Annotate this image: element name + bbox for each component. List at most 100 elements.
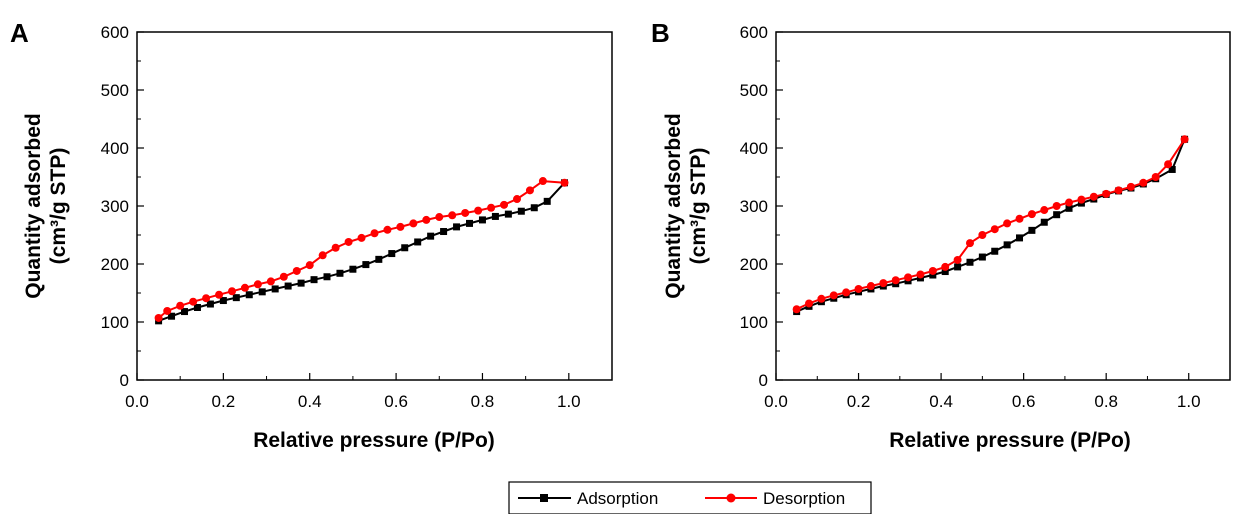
- x-tick-label: 0.0: [764, 392, 788, 411]
- y-axis-unit-a: (cm³/g STP): [47, 148, 70, 265]
- point-adsorption: [271, 285, 279, 293]
- x-tick-label: 1.0: [557, 392, 581, 411]
- point-desorption: [904, 273, 913, 282]
- point-desorption: [513, 195, 521, 204]
- point-desorption: [792, 305, 801, 314]
- y-tick-label: 500: [101, 81, 129, 100]
- y-tick-label: 600: [740, 23, 768, 42]
- point-desorption: [1077, 195, 1086, 204]
- point-adsorption: [1028, 226, 1036, 234]
- point-adsorption: [453, 223, 461, 231]
- point-desorption: [461, 208, 470, 217]
- y-axis-title-a: Quantity adsorbed: [22, 113, 45, 299]
- y-tick-label: 0: [120, 371, 129, 390]
- point-adsorption: [232, 294, 240, 302]
- point-adsorption: [310, 276, 318, 284]
- point-adsorption: [517, 207, 525, 215]
- point-desorption: [1114, 186, 1123, 195]
- point-adsorption: [1016, 234, 1024, 242]
- point-desorption: [396, 222, 405, 231]
- axes-b: 0.0 0.2 0.4 0.6 0.8 1.0 0 100 200 300 400 500 600: [740, 23, 1201, 411]
- point-desorption: [1180, 135, 1189, 144]
- point-adsorption: [414, 238, 422, 246]
- point-desorption: [891, 276, 900, 285]
- point-desorption: [266, 277, 275, 286]
- panel-label-a: A: [10, 18, 29, 48]
- point-desorption: [978, 231, 987, 239]
- point-desorption: [500, 200, 509, 209]
- plot-area-b: [775, 31, 1231, 381]
- point-desorption: [331, 243, 340, 252]
- point-adsorption: [929, 271, 937, 279]
- legend: Adsorption Desorption: [508, 481, 872, 514]
- point-desorption: [965, 239, 974, 248]
- series-line-adsorption-b: [796, 138, 1186, 313]
- point-adsorption: [388, 250, 396, 258]
- x-tick-label: 0.6: [384, 392, 408, 411]
- point-adsorption: [1168, 165, 1176, 173]
- y-axis-title-b: Quantity adsorbed: [662, 113, 685, 299]
- y-tick-label: 400: [101, 139, 129, 158]
- point-adsorption: [440, 228, 448, 236]
- point-desorption: [805, 299, 814, 308]
- x-axis-title-b: Relative pressure (P/Po): [889, 429, 1131, 452]
- point-desorption: [240, 283, 249, 292]
- point-desorption: [1164, 160, 1173, 169]
- legend-entry-desorption: Desorption: [705, 489, 845, 508]
- point-desorption: [292, 266, 301, 275]
- point-desorption: [866, 282, 875, 291]
- point-adsorption: [168, 312, 176, 320]
- x-tick-label: 0.0: [125, 392, 149, 411]
- point-desorption: [253, 280, 262, 289]
- axes-a: 0.0 0.2 0.4 0.6 0.8 1.0 0 100 200 300 400 500 600: [101, 23, 581, 411]
- x-tick-label: 0.4: [929, 392, 953, 411]
- point-desorption: [318, 251, 327, 260]
- point-desorption: [279, 272, 288, 281]
- point-desorption: [448, 211, 457, 220]
- point-desorption: [842, 288, 851, 297]
- point-desorption: [1040, 206, 1049, 215]
- y-axis-unit-b: (cm³/g STP): [687, 148, 710, 265]
- point-adsorption: [336, 269, 344, 277]
- point-adsorption: [362, 261, 370, 269]
- point-adsorption: [1003, 241, 1011, 249]
- point-adsorption: [401, 244, 409, 252]
- point-desorption: [435, 213, 444, 222]
- point-adsorption: [245, 291, 253, 299]
- marks-a: [154, 177, 569, 325]
- point-desorption: [1139, 178, 1148, 187]
- x-tick-label: 0.6: [1012, 392, 1036, 411]
- point-desorption: [916, 270, 925, 279]
- point-adsorption: [193, 304, 201, 311]
- y-tick-label: 0: [759, 371, 768, 390]
- y-tick-label: 100: [740, 313, 768, 332]
- point-desorption: [829, 291, 838, 300]
- point-desorption: [538, 177, 547, 186]
- point-adsorption: [530, 204, 538, 212]
- point-desorption: [305, 261, 314, 270]
- point-adsorption: [1065, 204, 1073, 212]
- point-desorption: [370, 229, 379, 238]
- y-tick-label: 400: [740, 139, 768, 158]
- point-desorption: [189, 297, 198, 306]
- x-tick-label: 0.8: [471, 392, 495, 411]
- point-desorption: [215, 290, 224, 299]
- point-desorption: [357, 233, 366, 242]
- point-desorption: [1089, 192, 1098, 201]
- point-desorption: [560, 178, 569, 187]
- point-desorption: [474, 206, 483, 215]
- legend-label-adsorption: Adsorption: [577, 489, 658, 508]
- point-desorption: [1065, 198, 1074, 207]
- y-tick-label: 300: [740, 197, 768, 216]
- point-desorption: [1126, 182, 1135, 191]
- point-adsorption: [966, 258, 974, 266]
- point-desorption: [817, 294, 826, 303]
- point-adsorption: [991, 247, 999, 255]
- point-adsorption: [978, 253, 986, 261]
- x-tick-label: 1.0: [1177, 392, 1201, 411]
- point-desorption: [1151, 173, 1160, 181]
- y-tick-label: 200: [101, 255, 129, 274]
- point-adsorption: [323, 273, 331, 281]
- panel-label-b: B: [651, 18, 670, 48]
